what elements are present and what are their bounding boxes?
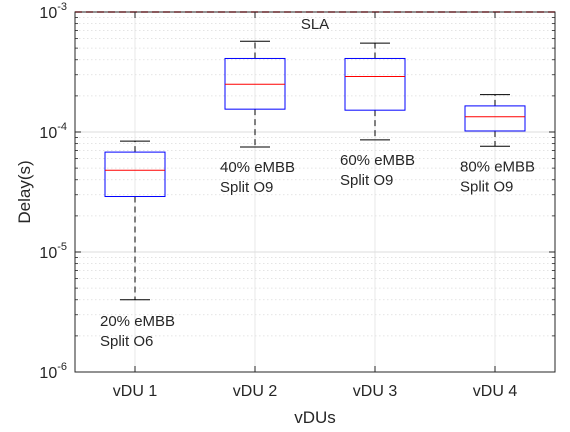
annotation-line2: Split O9 — [220, 179, 273, 196]
annotation-line1: 40% eMBB — [220, 159, 295, 176]
y-tick-label: 10-3 — [39, 1, 67, 22]
sla-label: SLA — [301, 16, 329, 33]
annotation-line1: 60% eMBB — [340, 152, 415, 169]
box — [104, 151, 166, 198]
x-tick-label: vDU 4 — [473, 383, 518, 400]
x-tick-label: vDU 1 — [113, 383, 158, 400]
box — [344, 57, 406, 111]
annotation-line2: Split O6 — [100, 333, 153, 350]
annotation-line2: Split O9 — [460, 178, 513, 195]
y-tick-label: 10-5 — [39, 241, 67, 262]
x-tick-label: vDU 2 — [233, 383, 278, 400]
annotation-line1: 20% eMBB — [100, 313, 175, 330]
axes-frame — [74, 11, 556, 373]
x-tick-label: vDU 3 — [353, 383, 398, 400]
x-axis-label: vDUs — [294, 408, 336, 427]
y-tick-label: 10-4 — [39, 121, 67, 142]
box — [464, 105, 526, 132]
y-tick-label: 10-6 — [39, 361, 67, 382]
annotation-line2: Split O9 — [340, 172, 393, 189]
y-axis-label: Delay(s) — [15, 160, 34, 223]
plot-area — [75, 12, 555, 372]
annotation-line1: 80% eMBB — [460, 158, 535, 175]
